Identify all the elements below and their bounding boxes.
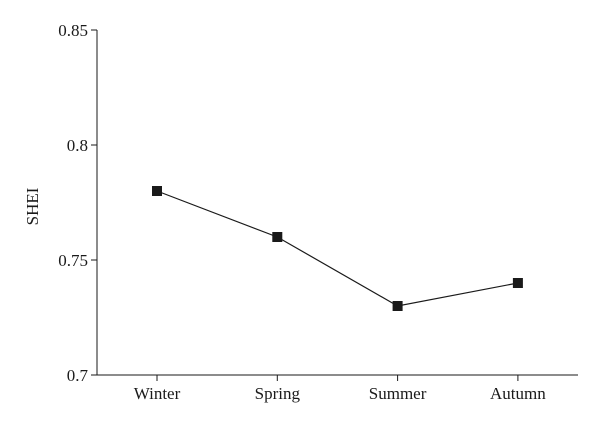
y-tick-label: 0.8 — [67, 136, 88, 155]
series-line — [156, 190, 519, 307]
data-point-winter — [152, 186, 162, 196]
x-tick-label: Summer — [369, 384, 427, 403]
y-tick-label: 0.75 — [58, 251, 88, 270]
y-ticks: 0.7 0.75 0.8 0.85 — [58, 21, 97, 385]
y-tick-label: 0.7 — [67, 366, 89, 385]
data-point-summer — [392, 301, 403, 311]
y-axis-title: SHEI — [23, 187, 42, 225]
data-point-autumn — [512, 278, 523, 288]
x-tick-label: Winter — [134, 384, 181, 403]
series-group — [152, 186, 523, 311]
y-tick-label: 0.85 — [58, 21, 88, 40]
x-tick-label: Autumn — [490, 384, 546, 403]
x-ticks: Winter Spring Summer Autumn — [134, 375, 546, 403]
data-point-spring — [272, 232, 283, 242]
x-tick-label: Spring — [255, 384, 301, 403]
